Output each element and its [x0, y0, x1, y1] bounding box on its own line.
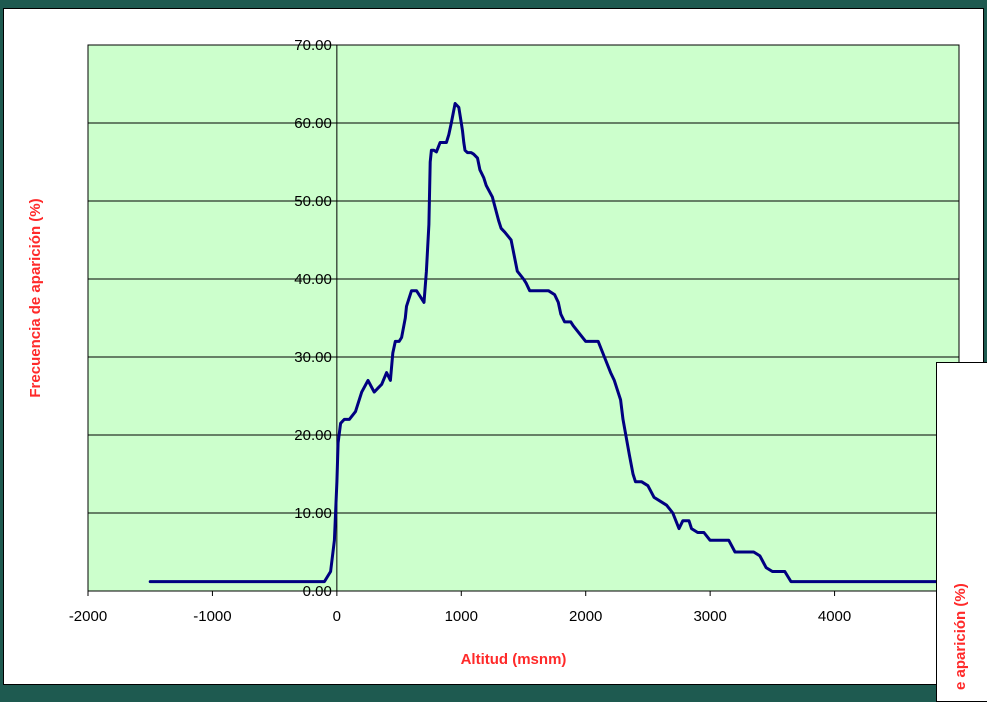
- y-tick-labels: 0.00 10.00 20.00 30.00 40.00 50.00 60.00 70.00: [294, 37, 332, 600]
- x-tick-labels: -2000 -1000 0 1000 2000 3000 4000: [69, 608, 851, 625]
- overlapping-chart-y-axis-title: e aparición (%): [952, 583, 969, 690]
- y-tick-label: 30.00: [294, 349, 332, 366]
- x-tick-label: 2000: [569, 608, 602, 625]
- y-tick-label: 70.00: [294, 37, 332, 54]
- chart: 0.0010.0020.0030.0040.0050.0060.0070.00 …: [27, 37, 960, 668]
- overlapping-chart-panel: [936, 362, 987, 702]
- y-tick-label: 40.00: [294, 271, 332, 288]
- x-axis-title: Altitud (msnm): [461, 651, 567, 668]
- x-tick-label: -2000: [69, 608, 107, 625]
- x-tick-label: -1000: [193, 608, 231, 625]
- plot-area: [87, 44, 960, 592]
- y-tick-label: 20.00: [294, 427, 332, 444]
- x-tick-label: 3000: [693, 608, 726, 625]
- chart-frame: 0.00 10.00 20.00 30.00 40.00 50.00 60.00 70.00 …: [3, 8, 984, 685]
- x-tick-label: 1000: [445, 608, 478, 625]
- y-tick-label: 50.00: [294, 193, 332, 210]
- y-tick-label: 10.00: [294, 505, 332, 522]
- series-line: [148, 102, 949, 584]
- x-ticks: [87, 44, 836, 596]
- x-tick-label: 4000: [818, 608, 851, 625]
- y-tick-label: 60.00: [294, 115, 332, 132]
- y-tick-label: 0.00: [303, 583, 332, 600]
- gridlines: [88, 122, 959, 514]
- y-axis-title: Frecuencia de aparición (%): [27, 198, 44, 397]
- x-tick-label: 0: [333, 608, 341, 625]
